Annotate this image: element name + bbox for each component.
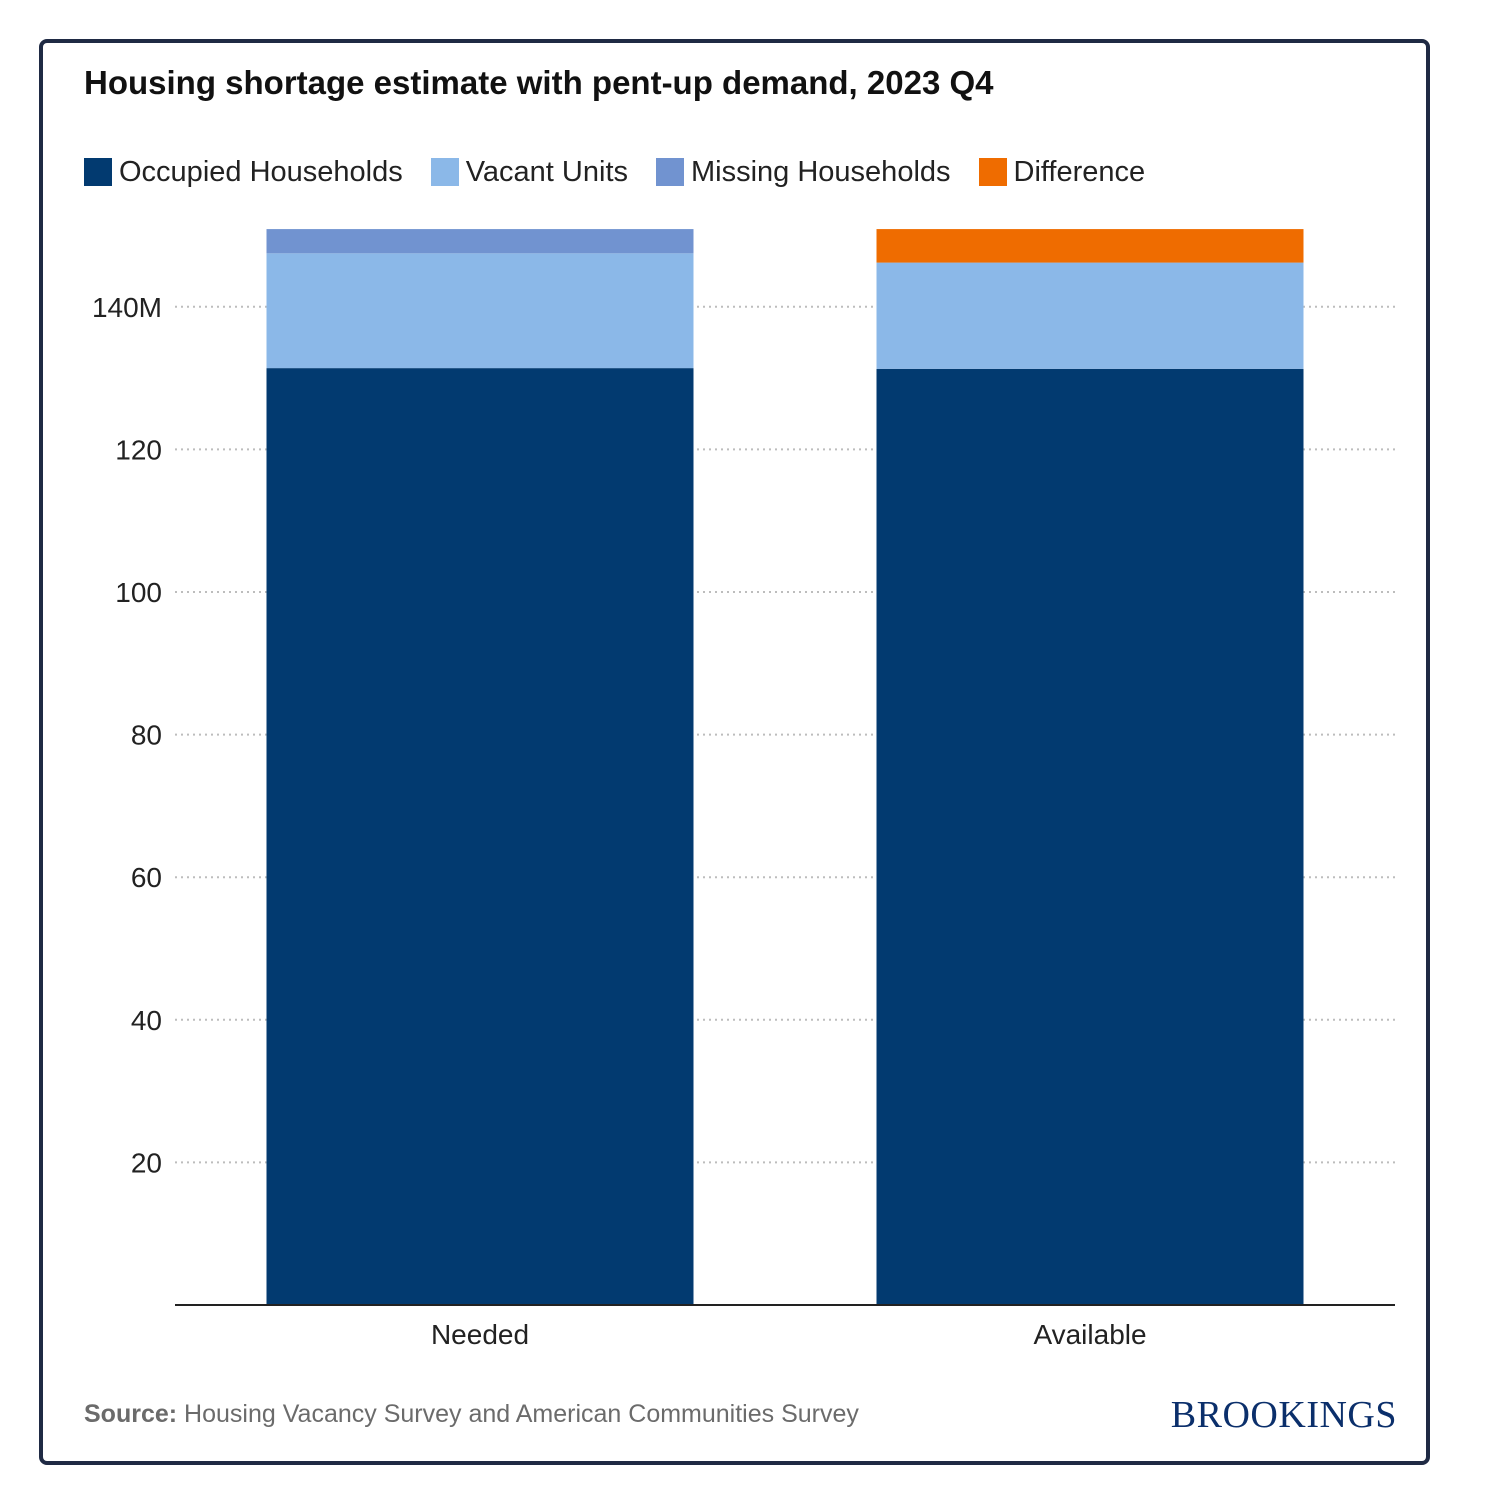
x-tick-label: Needed bbox=[431, 1319, 529, 1350]
y-tick-label: 100 bbox=[115, 577, 162, 608]
legend-label: Missing Households bbox=[691, 155, 951, 188]
legend-label: Occupied Households bbox=[119, 155, 403, 188]
source-text: Housing Vacancy Survey and American Comm… bbox=[184, 1400, 859, 1428]
source-note: Source: Housing Vacancy Survey and Ameri… bbox=[84, 1400, 859, 1429]
y-tick-label: 140M bbox=[92, 292, 162, 323]
legend-swatch bbox=[978, 158, 1007, 186]
bar-segment-vacant-units[interactable] bbox=[876, 262, 1304, 369]
legend-label: Vacant Units bbox=[465, 155, 628, 188]
legend-item-vacant-units[interactable]: Vacant Units bbox=[430, 155, 628, 189]
legend-label: Difference bbox=[1013, 155, 1146, 188]
legend-item-occupied-households[interactable]: Occupied Households bbox=[84, 156, 403, 189]
x-axis-tick-labels: Needed Available bbox=[431, 1319, 1147, 1350]
source-label: Source: bbox=[84, 1400, 178, 1428]
y-tick-label: 120 bbox=[115, 434, 162, 465]
y-tick-label: 40 bbox=[131, 1005, 162, 1036]
y-tick-label: 20 bbox=[131, 1147, 162, 1178]
y-tick-label: 80 bbox=[131, 720, 162, 751]
bar-segment-occupied-households[interactable] bbox=[876, 368, 1304, 1305]
legend-item-difference[interactable]: Difference bbox=[978, 155, 1146, 189]
bar-segment-occupied-households[interactable] bbox=[266, 368, 694, 1305]
y-tick-label: 60 bbox=[131, 862, 162, 893]
brookings-logo: BROOKINGS bbox=[1170, 1394, 1397, 1436]
legend-swatch bbox=[84, 158, 112, 186]
legend-item-missing-households[interactable]: Missing Households bbox=[656, 156, 951, 189]
bars bbox=[266, 229, 1304, 1305]
bar-segment-difference[interactable] bbox=[876, 229, 1304, 263]
bar-segment-vacant-units[interactable] bbox=[266, 253, 694, 369]
y-axis-tick-labels: 20 40 60 80 100 120 140M bbox=[92, 292, 162, 1179]
x-tick-label: Available bbox=[1033, 1319, 1146, 1350]
legend-swatch bbox=[430, 158, 459, 186]
chart-title: Housing shortage estimate with pent-up d… bbox=[84, 64, 994, 101]
bar-segment-missing-households[interactable] bbox=[266, 229, 694, 254]
legend-swatch bbox=[656, 158, 684, 186]
chart-legend: Occupied Households Vacant Units Missing… bbox=[84, 152, 1173, 192]
